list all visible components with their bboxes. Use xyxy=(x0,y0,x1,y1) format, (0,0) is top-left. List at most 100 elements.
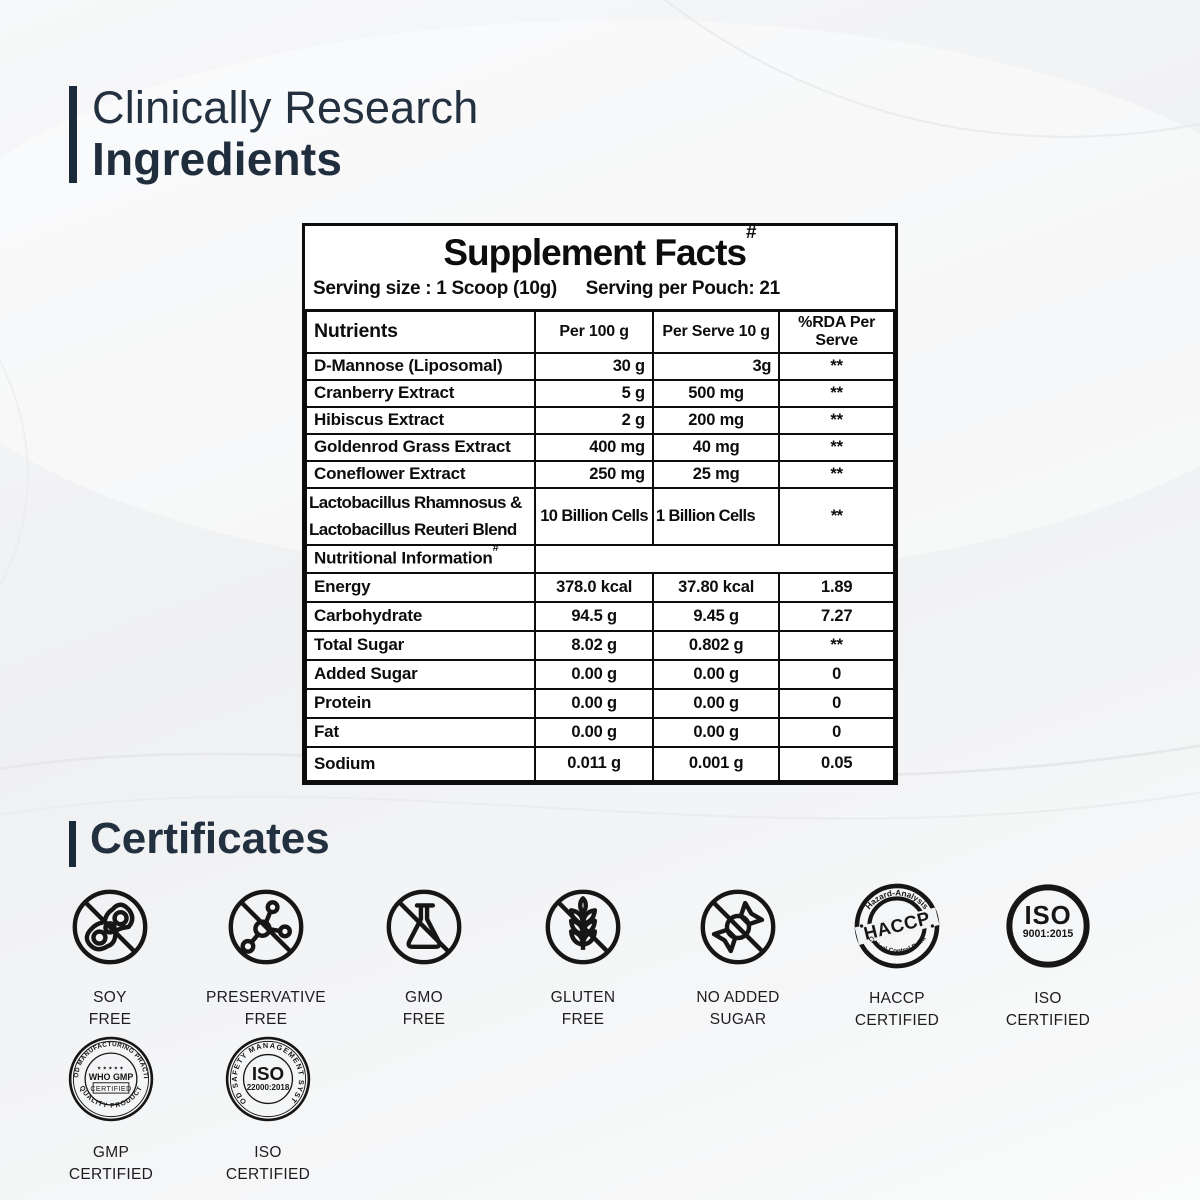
nutrient-name-cell: Added Sugar xyxy=(304,658,537,690)
nutrient-name-cell: Lactobacillus Rhamnosus & Lactobacillus … xyxy=(304,486,537,546)
gmp-stars: ★★★★★ xyxy=(97,1066,125,1071)
preservative-free-icon xyxy=(228,889,304,965)
ingredient-row: Coneflower Extract 250 mg 25 mg ** xyxy=(304,459,895,489)
per-100g-cell: 94.5 g xyxy=(534,600,654,632)
section-label-mark: # xyxy=(492,544,499,555)
per-serve-cell: 1 Billion Cells xyxy=(651,486,781,546)
rda-cell: ** xyxy=(778,405,895,435)
certificate-label: ISO CERTIFIED xyxy=(1005,990,1091,1030)
rda-cell: ** xyxy=(778,629,895,661)
rda-cell: ** xyxy=(778,432,895,462)
nutrition-row: Total Sugar 8.02 g 0.802 g ** xyxy=(304,629,895,661)
ingredient-row-probiotic-blend: Lactobacillus Rhamnosus & Lactobacillus … xyxy=(304,486,895,546)
nutrient-name-cell: Sodium xyxy=(304,745,537,782)
column-header-rda: %RDA Per Serve xyxy=(778,309,895,354)
certificate-no-added-sugar: NO ADDED SUGAR xyxy=(658,883,818,1032)
servings-per-pouch-text: Serving per Pouch: 21 xyxy=(585,277,781,299)
certificate-label: HACCP CERTIFIED xyxy=(854,990,940,1030)
page-title-line2: Ingredients xyxy=(92,133,343,185)
supplement-facts-table: Nutrients Per 100 g Per Serve 10 g %RDA … xyxy=(304,308,895,782)
ingredient-row: Goldenrod Grass Extract 400 mg 40 mg ** xyxy=(304,432,895,462)
nutrient-name-cell: Fat xyxy=(304,716,537,748)
supplement-facts-panel: Supplement Facts# Serving size : 1 Scoop… xyxy=(302,221,898,785)
nutrient-name-cell: Total Sugar xyxy=(304,629,537,661)
ingredient-row: D-Mannose (Liposomal) 30 g 3g ** xyxy=(304,351,895,381)
nutrient-name-cell: Hibiscus Extract xyxy=(304,405,537,435)
certificate-iso-22000: FOOD SAFETY MANAGEMENT SYSTEM ISO 22000:… xyxy=(188,1032,348,1187)
facts-title-text: Supplement Facts xyxy=(443,232,747,273)
nutrient-name-cell: Protein xyxy=(304,687,537,719)
soy-free-icon xyxy=(72,889,148,965)
certificate-soy-free: SOY FREE xyxy=(30,883,190,1032)
iso-9001-stamp-icon: ISO 9001:2015 xyxy=(1006,884,1090,968)
per-100g-cell: 250 mg xyxy=(534,459,654,489)
per-100g-cell: 0.011 g xyxy=(534,745,654,782)
rda-cell: 0.05 xyxy=(778,745,895,782)
table-header-row: Nutrients Per 100 g Per Serve 10 g %RDA … xyxy=(304,309,895,354)
per-serve-cell: 500 mg xyxy=(651,378,781,408)
iso-9001-code-text: 9001:2015 xyxy=(1023,928,1074,940)
rda-cell: 0 xyxy=(778,716,895,748)
nutrition-row: Energy 378.0 kcal 37.80 kcal 1.89 xyxy=(304,571,895,603)
iso-9001-name-text: ISO xyxy=(1024,902,1071,930)
certificate-label: GLUTEN FREE xyxy=(550,989,616,1029)
nutrition-row: Sodium 0.011 g 0.001 g 0.05 xyxy=(304,745,895,782)
page-title-line1: Clinically Research xyxy=(92,82,479,133)
gmp-certified-text: CERTIFIED xyxy=(90,1086,131,1093)
per-serve-cell: 0.00 g xyxy=(651,716,781,748)
nutrient-name-cell: D-Mannose (Liposomal) xyxy=(304,351,537,381)
nutrient-name-cell: Cranberry Extract xyxy=(304,378,537,408)
certificate-gmo-free: GMO FREE xyxy=(344,883,504,1032)
certificates-accent-bar xyxy=(69,821,76,867)
certificate-gluten-free: GLUTEN FREE xyxy=(503,883,663,1032)
rda-cell: 0 xyxy=(778,658,895,690)
rda-cell: ** xyxy=(778,486,895,546)
column-header-per-100g: Per 100 g xyxy=(534,309,654,354)
nutrient-name-cell: Carbohydrate xyxy=(304,600,537,632)
column-header-per-serve: Per Serve 10 g xyxy=(651,309,781,354)
section-empty-cell xyxy=(534,543,895,574)
section-label-text: Nutritional Information xyxy=(314,549,493,569)
per-100g-cell: 0.00 g xyxy=(534,658,654,690)
no-added-sugar-icon xyxy=(700,889,776,965)
nutrient-name-cell: Goldenrod Grass Extract xyxy=(304,432,537,462)
certificate-iso-9001: ISO 9001:2015 ISO CERTIFIED xyxy=(968,880,1128,1033)
facts-title-mark: # xyxy=(746,221,757,243)
nutritional-information-section-row: Nutritional Information# xyxy=(304,543,895,574)
iso-22000-code-text: 22000:2018 xyxy=(247,1083,290,1092)
nutrition-row: Fat 0.00 g 0.00 g 0 xyxy=(304,716,895,748)
nutrition-row: Carbohydrate 94.5 g 9.45 g 7.27 xyxy=(304,600,895,632)
rda-cell: ** xyxy=(778,378,895,408)
certificates-heading: Certificates xyxy=(90,814,330,863)
certificate-label: NO ADDED SUGAR xyxy=(696,989,780,1029)
certificate-label: SOY FREE xyxy=(88,989,132,1029)
per-serve-cell: 25 mg xyxy=(651,459,781,489)
per-100g-cell: 8.02 g xyxy=(534,629,654,661)
rda-cell: 0 xyxy=(778,687,895,719)
certificate-haccp: Hazard-Analysis Critical-Control-Point H… xyxy=(817,880,977,1033)
gluten-free-icon xyxy=(545,889,621,965)
gmo-free-icon xyxy=(386,889,462,965)
per-100g-cell: 2 g xyxy=(534,405,654,435)
rda-cell: ** xyxy=(778,351,895,381)
per-serve-cell: 9.45 g xyxy=(651,600,781,632)
serving-size-text: Serving size : 1 Scoop (10g) xyxy=(313,277,557,299)
serving-info-row: Serving size : 1 Scoop (10g) Serving per… xyxy=(305,275,895,309)
nutrition-row: Added Sugar 0.00 g 0.00 g 0 xyxy=(304,658,895,690)
rda-cell: 7.27 xyxy=(778,600,895,632)
per-100g-cell: 378.0 kcal xyxy=(534,571,654,603)
per-100g-cell: 0.00 g xyxy=(534,716,654,748)
nutrient-name-cell: Coneflower Extract xyxy=(304,459,537,489)
per-serve-cell: 37.80 kcal xyxy=(651,571,781,603)
rda-cell: 1.89 xyxy=(778,571,895,603)
title-accent-bar xyxy=(69,86,77,183)
haccp-stamp-icon: Hazard-Analysis Critical-Control-Point H… xyxy=(854,883,940,969)
per-100g-cell: 30 g xyxy=(534,351,654,381)
nutrition-row: Protein 0.00 g 0.00 g 0 xyxy=(304,687,895,719)
per-100g-cell: 0.00 g xyxy=(534,687,654,719)
per-100g-cell: 10 Billion Cells xyxy=(534,486,654,546)
per-serve-cell: 0.802 g xyxy=(651,629,781,661)
gmp-center-text: WHO GMP xyxy=(89,1072,134,1082)
ingredient-row: Cranberry Extract 5 g 500 mg ** xyxy=(304,378,895,408)
